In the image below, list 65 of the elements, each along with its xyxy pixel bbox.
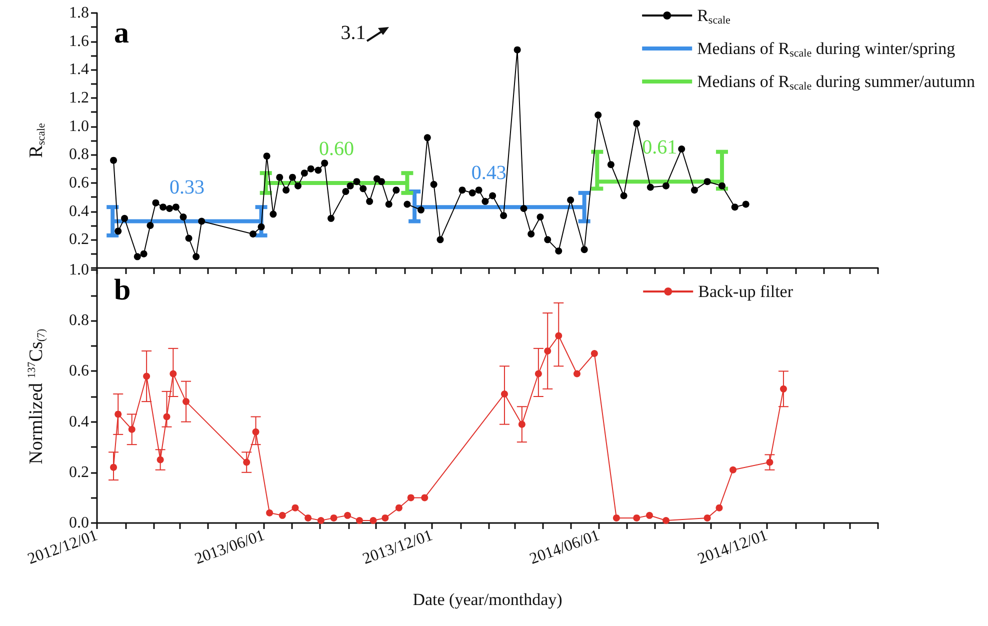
point xyxy=(407,494,414,502)
point xyxy=(182,398,190,406)
y-tick-label: 1.4 xyxy=(69,61,89,78)
point xyxy=(114,410,122,418)
y-tick-label: 1.0 xyxy=(69,118,89,135)
y-tick-label: 0.8 xyxy=(69,146,89,164)
point xyxy=(730,466,736,474)
chart-title: b xyxy=(114,274,131,306)
y-tick-label: 0.2 xyxy=(69,464,89,481)
point xyxy=(633,514,640,522)
point xyxy=(243,458,250,466)
point xyxy=(780,385,787,392)
point xyxy=(370,516,377,524)
point xyxy=(421,494,428,502)
legend-label: Back-up filter xyxy=(698,282,794,301)
y-tick-label: 0.4 xyxy=(69,413,89,430)
point xyxy=(382,514,389,522)
y-tick-label: 1.2 xyxy=(69,90,89,106)
y-tick-label: 0.8 xyxy=(69,312,89,330)
point xyxy=(704,514,711,522)
point xyxy=(170,370,177,378)
y-tick-label: 0.6 xyxy=(69,362,89,380)
point xyxy=(278,512,286,519)
y-tick-label: 1.6 xyxy=(69,32,89,50)
point xyxy=(766,458,774,466)
annotation: 0.33 xyxy=(169,176,204,198)
point xyxy=(252,428,260,436)
point xyxy=(292,504,299,512)
point xyxy=(110,464,118,471)
point xyxy=(163,413,170,420)
point xyxy=(317,516,324,524)
y-tick-label: 0.6 xyxy=(69,174,89,192)
point xyxy=(266,509,274,516)
x-axis-title: Date (year/monthday) xyxy=(412,590,562,609)
point xyxy=(612,514,620,522)
point xyxy=(662,516,670,524)
point xyxy=(344,512,352,519)
chart-title: a xyxy=(114,16,129,50)
point xyxy=(590,350,598,357)
y-tick-label: 1.8 xyxy=(69,4,89,22)
point xyxy=(555,332,562,340)
point xyxy=(646,512,653,519)
y-axis-title: Rscale xyxy=(26,123,48,158)
point xyxy=(716,504,723,512)
point xyxy=(330,514,338,522)
point xyxy=(304,514,312,522)
point xyxy=(128,426,136,433)
y-tick-label: 0.0 xyxy=(69,514,89,532)
point xyxy=(500,390,508,398)
point xyxy=(156,456,164,464)
y-axis-title: Normlized 137Cs(7) xyxy=(26,328,48,464)
annotation: 0.60 xyxy=(319,138,354,160)
y-tick-label: 0.4 xyxy=(69,202,89,220)
annotation: 0.61 xyxy=(642,136,678,159)
point xyxy=(356,516,363,524)
annotation: 3.1 xyxy=(340,22,366,44)
point xyxy=(143,372,150,380)
annotation: 0.43 xyxy=(471,162,506,184)
point xyxy=(544,347,552,354)
point xyxy=(395,504,402,512)
point xyxy=(518,420,526,428)
y-tick-label: 1.0 xyxy=(69,262,89,278)
point xyxy=(573,370,580,378)
point xyxy=(534,370,542,378)
y-tick-label: 0.2 xyxy=(69,231,89,248)
